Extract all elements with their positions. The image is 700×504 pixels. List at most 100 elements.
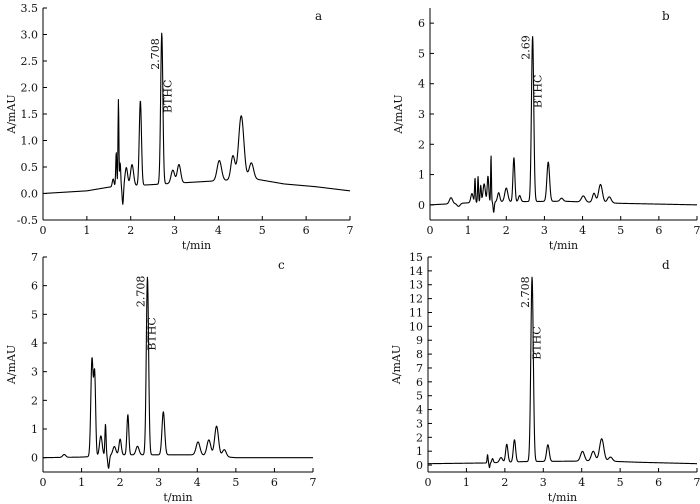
x-tick-label: 1 — [465, 224, 472, 237]
y-axis-title: A/mAU — [5, 345, 18, 385]
compound-label: BTHC — [146, 317, 159, 350]
y-tick-label: 0 — [31, 452, 38, 465]
y-axis-title: A/mAU — [5, 94, 18, 134]
chromatogram-trace — [429, 35, 698, 213]
y-tick-label: 1 — [31, 423, 38, 436]
x-tick-label: 4 — [578, 476, 585, 489]
y-tick-label: 1 — [418, 169, 425, 182]
x-tick-label: 1 — [78, 476, 85, 489]
y-tick-label: 15 — [409, 251, 423, 264]
chart-panel-b: 0 1 2 3 4 5 6 7 0 1 2 3 4 5 6 t/min A/mAU b 2.69 BTHC — [392, 8, 700, 252]
y-tick-label: 3.5 — [21, 2, 39, 15]
x-tick-label: 6 — [655, 224, 662, 237]
panel-label: d — [662, 258, 670, 272]
y-tick-label: -0.5 — [17, 214, 38, 227]
retention-time-label: 2.708 — [519, 276, 532, 308]
y-tick-label: 2 — [418, 138, 425, 151]
x-tick-label: 1 — [463, 476, 470, 489]
chromatogram-trace — [427, 276, 698, 469]
y-tick-label: 7 — [31, 251, 38, 264]
y-tick-label: 6 — [418, 17, 425, 30]
x-tick-label: 2 — [127, 224, 134, 237]
x-tick-label: 4 — [579, 224, 586, 237]
y-tick-label: 7 — [416, 362, 423, 375]
x-tick-label: 0 — [427, 224, 434, 237]
x-tick-label: 3 — [171, 224, 178, 237]
x-axis-title: t/min — [163, 491, 192, 504]
compound-label: BTHC — [162, 80, 175, 113]
x-axis-title: t/min — [182, 239, 211, 252]
retention-time-label: 2.69 — [520, 35, 533, 60]
chart-panel-c: 0 1 2 3 4 5 6 7 0 1 2 3 4 5 6 7 t/min A/mAU c 2.708 BTHC — [5, 251, 317, 504]
x-tick-label: 2 — [501, 476, 508, 489]
y-tick-label: 0 — [418, 199, 425, 212]
chromatogram-trace — [42, 32, 351, 205]
y-tick-label: 2.5 — [21, 55, 39, 68]
x-tick-label: 7 — [694, 224, 700, 237]
chart-panel-a: 0 1 2 3 4 5 6 7 -0.5 0.0 0.5 1.0 1.5 2.0 2.5 3.0 3.5 t/mi… — [5, 2, 354, 252]
x-tick-label: 2 — [503, 224, 510, 237]
y-tick-label: 0.5 — [21, 161, 39, 174]
x-tick-label: 6 — [303, 224, 310, 237]
y-tick-label: 11 — [409, 306, 423, 319]
y-tick-label: 2 — [416, 431, 423, 444]
y-tick-label: 0 — [416, 459, 423, 472]
y-axis-title: A/mAU — [390, 345, 403, 385]
y-tick-label: 3.0 — [21, 29, 39, 42]
x-tick-label: 2 — [117, 476, 124, 489]
y-tick-label: 8 — [416, 348, 423, 361]
x-tick-label: 5 — [259, 224, 266, 237]
panels-group: 0 1 2 3 4 5 6 7-0.50.00.51.01.52.02.53.03.5t/mi… — [5, 2, 700, 504]
retention-time-label: 2.708 — [134, 276, 147, 308]
x-tick-label: 7 — [347, 224, 354, 237]
x-tick-label: 4 — [215, 224, 222, 237]
y-tick-label: 0.0 — [21, 188, 39, 201]
x-axis-title: t/min — [548, 491, 577, 504]
y-tick-label: 6 — [31, 280, 38, 293]
y-tick-label: 10 — [409, 320, 423, 333]
panel-label: c — [278, 258, 285, 272]
y-tick-label: 3 — [418, 108, 425, 121]
chart-panel-d: 0 1 2 3 4 5 6 70123456789101112131415t/minA/mAU… — [390, 251, 700, 504]
y-tick-label: 5 — [31, 308, 38, 321]
x-tick-label: 0 — [425, 476, 432, 489]
compound-label: BTHC — [530, 326, 543, 359]
y-tick-label: 3 — [31, 366, 38, 379]
y-tick-label: 5 — [416, 390, 423, 403]
x-axis-title: t/min — [549, 239, 578, 252]
y-tick-label: 5 — [418, 47, 425, 60]
x-tick-label: 4 — [194, 476, 201, 489]
panel-label: b — [662, 9, 670, 23]
x-tick-label: 6 — [271, 476, 278, 489]
retention-time-label: 2.708 — [149, 38, 162, 70]
compound-label: BTHC — [531, 75, 544, 108]
y-tick-label: 4 — [416, 404, 423, 417]
y-tick-label: 9 — [416, 334, 423, 347]
x-tick-label: 0 — [40, 224, 47, 237]
y-tick-label: 1 — [416, 445, 423, 458]
x-tick-label: 1 — [83, 224, 90, 237]
y-tick-label: 1.5 — [21, 108, 39, 121]
x-tick-label: 5 — [617, 224, 624, 237]
x-tick-label: 5 — [617, 476, 624, 489]
x-tick-label: 3 — [541, 224, 548, 237]
y-tick-label: 14 — [409, 265, 423, 278]
x-tick-label: 6 — [655, 476, 662, 489]
x-tick-label: 0 — [40, 476, 47, 489]
x-tick-label: 5 — [232, 476, 239, 489]
y-tick-label: 4 — [31, 337, 38, 350]
y-tick-label: 3 — [416, 417, 423, 430]
y-tick-label: 2 — [31, 394, 38, 407]
y-tick-label: 13 — [409, 279, 423, 292]
x-tick-label: 7 — [694, 476, 700, 489]
y-axis-title: A/mAU — [392, 94, 405, 134]
y-tick-label: 12 — [409, 293, 423, 306]
panel-label: a — [315, 9, 322, 23]
chromatogram-trace — [42, 276, 314, 469]
y-tick-label: 2.0 — [21, 82, 39, 95]
y-tick-label: 4 — [418, 78, 425, 91]
x-tick-label: 3 — [155, 476, 162, 489]
x-tick-label: 3 — [540, 476, 547, 489]
x-tick-label: 7 — [310, 476, 317, 489]
